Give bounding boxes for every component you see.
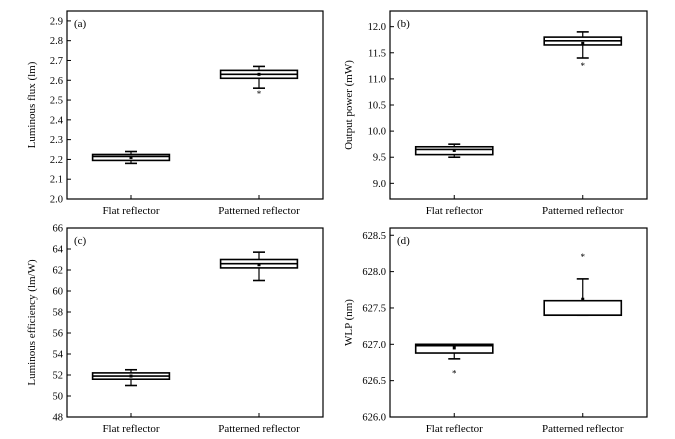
y-tick-label: 60	[53, 287, 64, 298]
mean-marker	[581, 297, 585, 301]
y-tick-label: 56	[53, 329, 64, 340]
y-tick-label: 9.5	[373, 153, 386, 164]
panel-label: (c)	[74, 235, 87, 247]
y-tick-label: 627.5	[362, 303, 386, 314]
mean-marker	[257, 263, 261, 267]
y-tick-label: 62	[53, 266, 64, 277]
x-category-label: Patterned reflector	[542, 205, 624, 217]
y-tick-label: 627.0	[362, 340, 386, 351]
mean-marker	[452, 148, 456, 152]
y-tick-label: 58	[53, 308, 64, 319]
y-tick-label: 628.0	[362, 267, 386, 278]
panel-label: (d)	[397, 235, 410, 247]
y-tick-label: 628.5	[362, 231, 386, 242]
outlier-marker: *	[257, 89, 262, 99]
y-tick-label: 11.5	[368, 48, 386, 59]
y-tick-label: 10.0	[368, 127, 386, 138]
plot-frame	[66, 227, 324, 418]
outlier-marker: *	[581, 61, 586, 71]
y-tick-label: 50	[53, 392, 64, 403]
y-tick-label: 2.8	[50, 36, 63, 47]
mean-marker	[257, 72, 261, 76]
mean-marker	[581, 41, 585, 45]
y-tick-label: 2.6	[50, 76, 63, 87]
box-plot-patterned: *	[219, 65, 299, 99]
y-tick-label: 2.0	[50, 195, 63, 206]
mean-marker	[129, 155, 133, 159]
box-plot-flat	[91, 150, 171, 165]
y-axis-title: Output power (mW)	[343, 60, 355, 150]
y-tick-label: 2.1	[50, 175, 63, 186]
mean-marker	[129, 374, 133, 378]
box-plot-flat	[91, 368, 171, 387]
x-category-label: Patterned reflector	[542, 423, 624, 435]
plot-frame	[389, 227, 648, 418]
panel-label: (b)	[397, 18, 410, 30]
x-category-label: Flat reflector	[426, 423, 483, 435]
y-tick-label: 2.2	[50, 155, 63, 166]
y-tick-label: 48	[53, 413, 64, 424]
x-category-label: Flat reflector	[102, 205, 159, 217]
y-tick-label: 52	[53, 371, 64, 382]
y-axis-title: Luminous efficiency (lm/W)	[26, 259, 38, 386]
x-category-label: Patterned reflector	[218, 423, 300, 435]
y-tick-label: 2.5	[50, 96, 63, 107]
y-tick-label: 626.0	[362, 413, 386, 424]
panel-b: 9.0 9.5 10.0 10.5 11.0 11.5 12.0 Flat reflector…	[343, 10, 648, 217]
y-tick-label: 54	[53, 350, 64, 361]
box-plot-patterned: *	[543, 252, 623, 317]
plot-frame	[66, 10, 324, 200]
x-category-label: Flat reflector	[426, 205, 483, 217]
y-tick-label: 626.5	[362, 376, 386, 387]
y-tick-label: 11.0	[368, 74, 386, 85]
y-tick-label: 2.3	[50, 135, 63, 146]
box-plot-flat: *	[414, 343, 494, 378]
y-tick-label: 12.0	[368, 22, 386, 33]
y-axis-title: Luminous flux (lm)	[26, 61, 38, 148]
panel-a: 2.0 2.1 2.2 2.3 2.4 2.5 2.6 2.7 2.8 2.9 Flat refle…	[26, 10, 324, 217]
outlier-marker: *	[452, 368, 457, 378]
y-tick-label: 66	[53, 224, 64, 235]
box-plot-patterned: *	[543, 31, 623, 71]
y-tick-label: 2.4	[50, 115, 64, 126]
y-tick-label: 9.0	[373, 179, 386, 190]
outlier-marker: *	[581, 252, 586, 262]
panel-label: (a)	[74, 18, 87, 30]
y-axis-title: WLP (nm)	[343, 299, 355, 346]
box-plot-flat	[414, 143, 494, 159]
panel-d: 626.0 626.5 627.0 627.5 628.0 628.5 Flat refle…	[343, 227, 648, 435]
y-tick-label: 2.7	[50, 56, 63, 67]
x-category-label: Patterned reflector	[218, 205, 300, 217]
iqr-box	[543, 299, 623, 317]
y-tick-label: 2.9	[50, 16, 63, 27]
box-plot-patterned	[219, 251, 299, 282]
mean-marker	[452, 346, 456, 350]
y-tick-label: 64	[53, 245, 64, 256]
panel-c: 48 50 52 54 56 58 60 62 64 66 Flat reflector Patter…	[26, 224, 324, 435]
x-category-label: Flat reflector	[102, 423, 159, 435]
y-tick-label: 10.5	[368, 101, 386, 112]
